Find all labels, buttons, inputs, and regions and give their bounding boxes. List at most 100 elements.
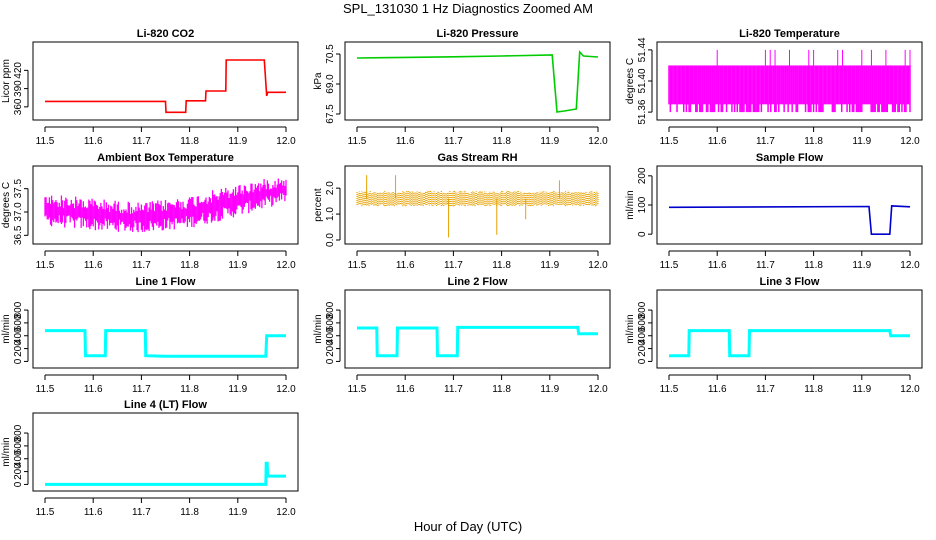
plot-frame bbox=[32, 412, 299, 492]
x-tick-label: 11.5 bbox=[660, 384, 679, 395]
panel-title: Line 3 Flow bbox=[760, 276, 820, 288]
x-tick-label: 11.6 bbox=[84, 260, 103, 271]
y-axis-label: ml/min bbox=[1, 437, 12, 466]
plot-frame bbox=[656, 41, 923, 121]
y-axis: 0.0 1.0 2.0 bbox=[325, 181, 341, 247]
x-tick-label: 11.7 bbox=[132, 136, 151, 147]
panel-title: Sample Flow bbox=[756, 152, 824, 164]
x-tick-label: 11.6 bbox=[84, 384, 103, 395]
x-tick-label: 11.6 bbox=[84, 136, 103, 147]
x-tick-label: 11.7 bbox=[444, 136, 463, 147]
x-tick-label: 11.8 bbox=[180, 260, 199, 271]
panel-9: Line 3 Flow 11.5 11.6 11.7 11.8 11.9 12.0 02004… bbox=[625, 276, 923, 395]
y-tick-label: 800 bbox=[637, 301, 648, 318]
panel-title: Line 1 Flow bbox=[136, 276, 196, 288]
y-axis-label: ml/min bbox=[625, 190, 636, 219]
panel-title: Li-820 Pressure bbox=[437, 28, 519, 40]
x-tick-label: 11.9 bbox=[540, 136, 559, 147]
y-tick-label: 400 bbox=[637, 327, 648, 344]
x-axis: 11.5 11.6 11.7 11.8 11.9 12.0 bbox=[348, 250, 608, 271]
y-tick-label: 600 bbox=[13, 314, 24, 331]
plot-frame bbox=[344, 165, 611, 245]
x-tick-label: 11.5 bbox=[348, 260, 367, 271]
x-axis: 11.5 11.6 11.7 11.8 11.9 12.0 bbox=[660, 126, 920, 147]
x-tick-label: 11.9 bbox=[852, 260, 871, 271]
y-axis-label: percent bbox=[313, 188, 324, 222]
plot-frame bbox=[344, 289, 611, 369]
y-tick-label: 51.40 bbox=[637, 68, 648, 93]
x-tick-label: 11.7 bbox=[756, 260, 775, 271]
y-tick-label: 67.5 bbox=[325, 104, 336, 124]
x-tick-label: 11.8 bbox=[804, 260, 823, 271]
x-tick-label: 11.9 bbox=[228, 507, 247, 518]
x-tick-label: 11.6 bbox=[708, 384, 727, 395]
y-tick-label: 600 bbox=[637, 314, 648, 331]
x-axis: 11.5 11.6 11.7 11.8 11.9 12.0 bbox=[660, 374, 920, 395]
figure-xlabel: Hour of Day (UTC) bbox=[414, 519, 522, 534]
x-tick-label: 11.9 bbox=[540, 384, 559, 395]
x-tick-label: 11.6 bbox=[708, 260, 727, 271]
y-axis: 51.36 51.40 51.44 bbox=[637, 37, 653, 125]
x-tick-label: 11.5 bbox=[36, 260, 55, 271]
x-tick-label: 11.9 bbox=[228, 260, 247, 271]
y-tick-label: 37.5 bbox=[13, 178, 24, 198]
x-tick-label: 12.0 bbox=[900, 260, 920, 271]
x-axis: 11.5 11.6 11.7 11.8 11.9 12.0 bbox=[36, 497, 296, 518]
x-axis: 11.5 11.6 11.7 11.8 11.9 12.0 bbox=[36, 126, 296, 147]
x-axis: 11.5 11.6 11.7 11.8 11.9 12.0 bbox=[660, 250, 920, 271]
y-tick-label: 0 bbox=[325, 358, 336, 364]
series-line bbox=[45, 329, 286, 358]
data-series bbox=[668, 205, 911, 235]
plot-frame bbox=[656, 165, 923, 245]
y-axis: 67.5 69.0 70.5 bbox=[325, 44, 341, 124]
x-tick-label: 11.6 bbox=[396, 384, 415, 395]
x-tick-label: 11.8 bbox=[804, 384, 823, 395]
y-axis: 0 100 200 bbox=[637, 167, 653, 237]
y-tick-label: 0.0 bbox=[325, 233, 336, 247]
x-tick-label: 11.9 bbox=[228, 136, 247, 147]
y-tick-label: 200 bbox=[13, 340, 24, 357]
data-series bbox=[45, 329, 286, 358]
data-series bbox=[357, 325, 598, 358]
series-line bbox=[668, 205, 911, 235]
panel-6: Sample Flow 11.5 11.6 11.7 11.8 11.9 12.0 0 100 2… bbox=[625, 152, 923, 271]
x-tick-label: 12.0 bbox=[276, 507, 296, 518]
y-tick-label: 200 bbox=[637, 167, 648, 184]
y-tick-label: 800 bbox=[13, 301, 24, 318]
x-tick-label: 11.7 bbox=[756, 384, 775, 395]
y-tick-label: 360 bbox=[13, 98, 24, 115]
y-axis-label: ml/min bbox=[1, 314, 12, 343]
x-tick-label: 11.8 bbox=[180, 507, 199, 518]
x-tick-label: 11.7 bbox=[132, 260, 151, 271]
y-tick-label: 0 bbox=[13, 481, 24, 487]
x-tick-label: 11.8 bbox=[492, 136, 511, 147]
data-series bbox=[669, 329, 910, 358]
y-tick-label: 400 bbox=[13, 450, 24, 467]
x-tick-label: 11.8 bbox=[180, 136, 199, 147]
x-tick-label: 11.8 bbox=[804, 136, 823, 147]
x-axis: 11.5 11.6 11.7 11.8 11.9 12.0 bbox=[36, 250, 296, 271]
x-tick-label: 11.7 bbox=[132, 384, 151, 395]
y-tick-label: 800 bbox=[13, 424, 24, 441]
data-series bbox=[45, 59, 286, 114]
y-tick-label: 100 bbox=[637, 196, 648, 213]
x-tick-label: 11.5 bbox=[348, 384, 367, 395]
x-tick-label: 11.5 bbox=[36, 384, 55, 395]
x-tick-label: 11.7 bbox=[132, 507, 151, 518]
y-axis-label: degrees C bbox=[625, 58, 636, 104]
y-tick-label: 51.36 bbox=[637, 99, 648, 124]
y-tick-label: 800 bbox=[325, 301, 336, 318]
plot-frame bbox=[32, 41, 299, 121]
y-tick-label: 200 bbox=[13, 463, 24, 480]
plot-frame bbox=[32, 289, 299, 369]
panel-7: Line 1 Flow 11.5 11.6 11.7 11.8 11.9 12.0 02004… bbox=[1, 276, 299, 395]
x-tick-label: 12.0 bbox=[900, 136, 920, 147]
panels-group: Li-820 CO2 11.5 11.6 11.7 11.8 11.9 12.0 360390… bbox=[1, 28, 923, 518]
panel-3: Li-820 Temperature 11.5 11.6 11.7 11.8 11.9 12… bbox=[625, 28, 923, 147]
y-tick-label: 2.0 bbox=[325, 181, 336, 195]
